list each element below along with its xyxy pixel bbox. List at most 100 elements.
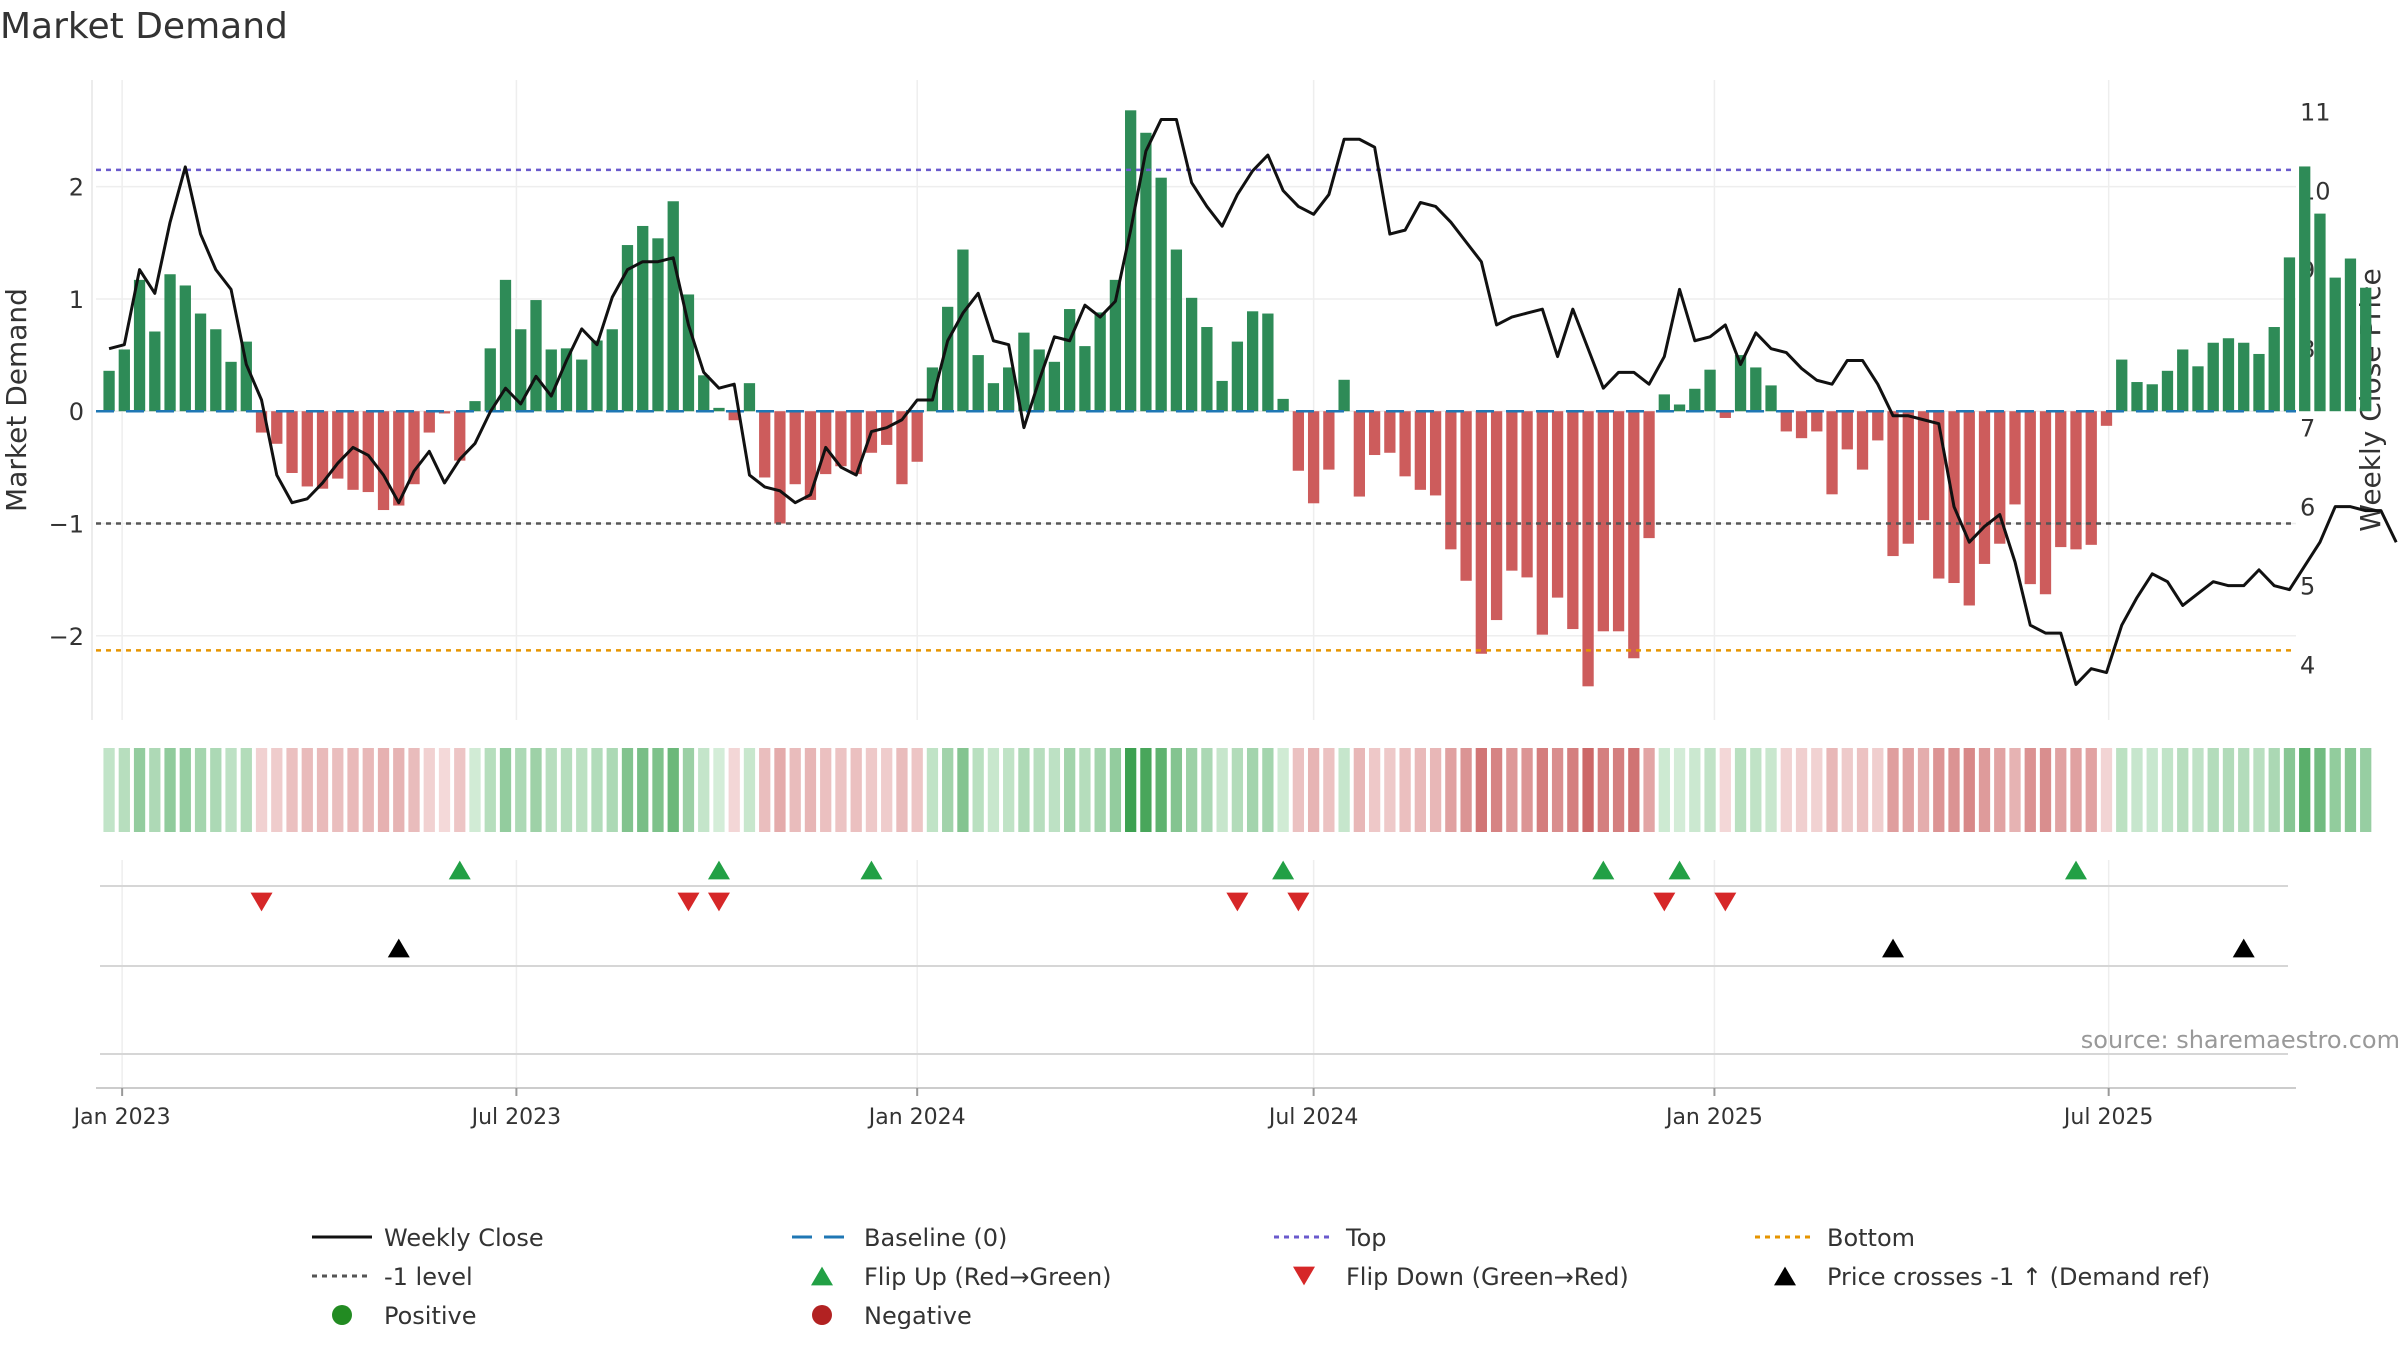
heat-cell <box>1841 748 1853 832</box>
demand-bar <box>1292 411 1305 471</box>
demand-bar <box>987 383 1000 412</box>
heat-cell <box>911 748 923 832</box>
demand-bar <box>2253 353 2265 412</box>
demand-bar <box>1125 110 1137 412</box>
heat-cell <box>240 748 252 832</box>
heat-cell <box>2116 748 2128 832</box>
demand-bar <box>2161 370 2174 412</box>
flip-up-marker <box>1668 860 1691 880</box>
heat-cell <box>1033 748 1045 832</box>
demand-bar <box>149 331 161 412</box>
demand-bar <box>454 411 466 461</box>
demand-bar <box>271 411 283 444</box>
heat-cell <box>164 748 176 832</box>
demand-bar <box>1414 411 1426 490</box>
demand-bar <box>515 329 527 412</box>
demand-bar <box>225 361 237 412</box>
legend-swatch <box>1774 1266 1796 1286</box>
heat-cell <box>347 748 359 832</box>
heat-cell <box>820 748 832 832</box>
demand-bar <box>240 341 252 412</box>
demand-bar <box>2070 411 2082 550</box>
demand-bar <box>1216 380 1228 412</box>
heat-cell <box>1734 748 1747 832</box>
legend-item-baseline: Baseline (0) <box>792 1224 1007 1252</box>
heat-cell <box>2268 748 2280 832</box>
legend-label: Weekly Close <box>384 1224 544 1252</box>
heat-cell <box>271 748 283 832</box>
demand-bar <box>1094 312 1106 412</box>
heat-cell <box>225 748 237 832</box>
heat-cell <box>2177 748 2189 832</box>
demand-bar <box>1460 411 1472 581</box>
x-tick-label: Jan 2025 <box>1664 1105 1763 1130</box>
heat-cell <box>2161 748 2174 832</box>
demand-bar <box>2314 213 2326 412</box>
demand-bar <box>469 401 481 412</box>
heat-cell <box>2283 748 2296 832</box>
heat-cell <box>1933 748 1945 832</box>
demand-bar <box>484 348 496 412</box>
y-tick-label-left: 2 <box>69 174 84 202</box>
heat-cell <box>377 748 390 832</box>
heat-cell <box>926 748 939 832</box>
y-tick-label-left: −2 <box>49 623 84 651</box>
demand-bar <box>926 367 939 412</box>
demand-bar <box>1765 385 1777 412</box>
heat-cell <box>1506 748 1518 832</box>
heat-cell <box>469 748 481 832</box>
demand-bar <box>1018 332 1030 412</box>
demand-bar <box>1231 341 1244 412</box>
heat-cell <box>1079 748 1091 832</box>
heat-cell <box>743 748 756 832</box>
demand-bar <box>1445 411 1457 550</box>
demand-bar <box>1704 369 1716 412</box>
demand-bar <box>1170 249 1183 412</box>
heat-cell <box>2360 748 2372 832</box>
demand-bar <box>255 411 268 433</box>
legend: Weekly Close Baseline (0) Top Bottom -1 leve… <box>312 1224 2210 1330</box>
demand-bar <box>2344 258 2357 412</box>
heat-cell <box>1475 748 1487 832</box>
demand-bar <box>1780 411 1792 432</box>
heat-cell <box>2146 748 2158 832</box>
demand-bar <box>332 411 344 479</box>
flip-down-marker <box>677 892 700 912</box>
heat-cell <box>987 748 1000 832</box>
demand-bar <box>103 370 115 412</box>
heat-cell <box>591 748 603 832</box>
demand-bar <box>499 279 512 412</box>
demand-bar <box>2039 411 2052 595</box>
demand-bar <box>1551 411 1564 598</box>
demand-bar <box>698 375 710 412</box>
demand-bar <box>1307 411 1320 504</box>
legend-item-flip_down: Flip Down (Green→Red) <box>1293 1263 1629 1291</box>
heat-cell <box>774 748 786 832</box>
demand-bar <box>1612 411 1625 632</box>
heat-cell <box>1795 748 1808 832</box>
heat-cell <box>1567 748 1579 832</box>
legend-label: Negative <box>864 1302 972 1330</box>
heat-cell <box>316 748 329 832</box>
heat-cell <box>1399 748 1411 832</box>
demand-bar <box>1750 367 1762 412</box>
heat-cell <box>2314 748 2326 832</box>
demand-bar <box>835 411 847 467</box>
demand-bar <box>667 201 679 412</box>
flip-up-marker <box>2065 860 2087 880</box>
demand-bar <box>286 411 298 473</box>
demand-bar <box>789 411 801 485</box>
heat-cell <box>1917 748 1930 832</box>
legend-swatch <box>812 1305 832 1325</box>
demand-bar <box>1963 411 1975 606</box>
heat-cell <box>545 748 557 832</box>
demand-bar <box>1429 411 1442 496</box>
heat-cell <box>2024 748 2036 832</box>
demand-bar <box>820 411 832 475</box>
heat-cell <box>1018 748 1030 832</box>
demand-bar <box>682 294 695 412</box>
heat-cell <box>576 748 588 832</box>
source-credit: source: sharemaestro.com <box>2081 1026 2400 1054</box>
demand-bar <box>316 411 329 489</box>
